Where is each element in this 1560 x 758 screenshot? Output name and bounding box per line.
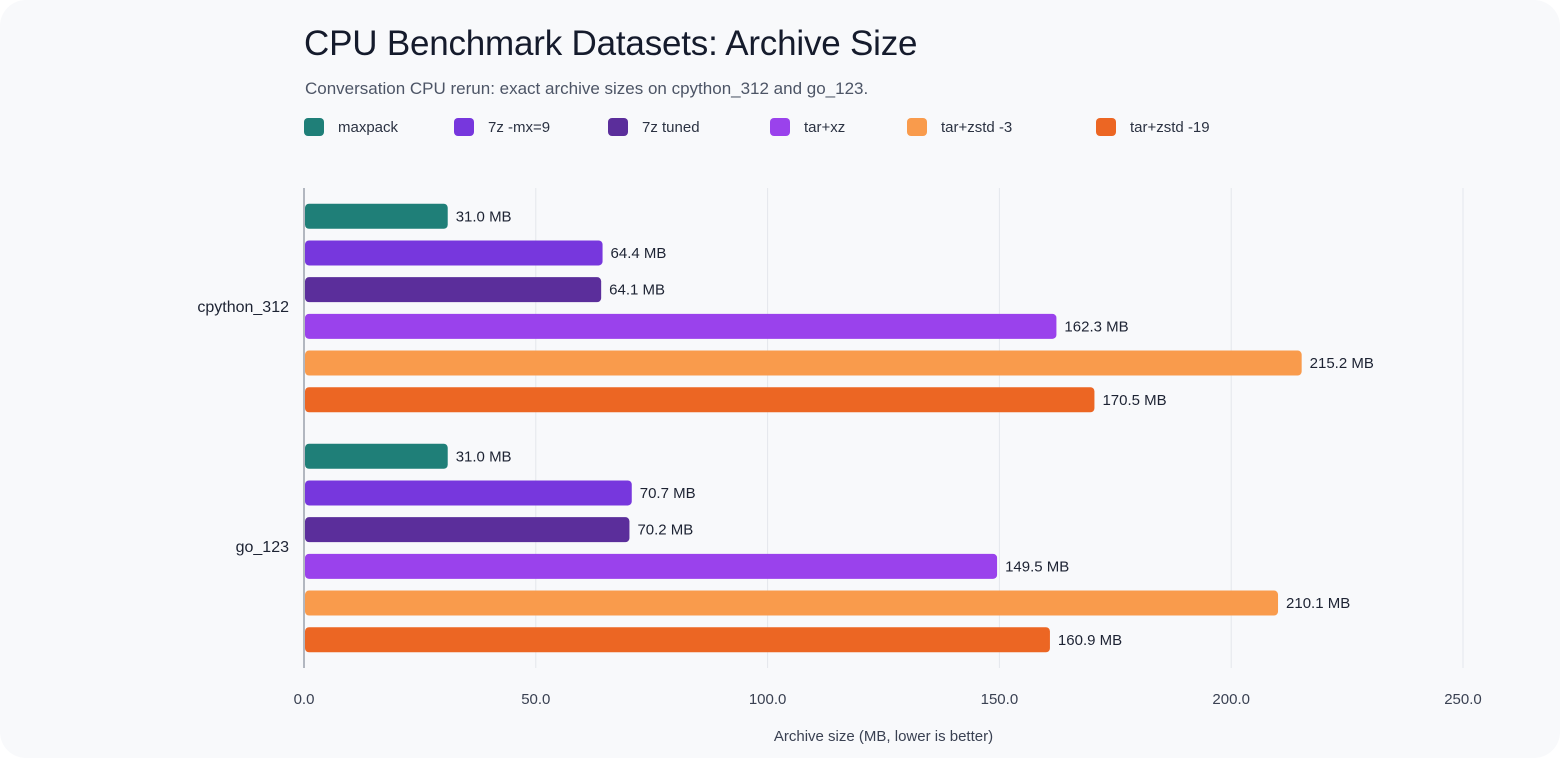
x-tick-label: 0.0 <box>294 691 315 708</box>
bar-value-label: 31.0 MB <box>456 208 512 225</box>
bar-value-label: 215.2 MB <box>1310 355 1374 372</box>
legend-item-tar-xz[interactable]: tar+xz <box>770 116 845 138</box>
legend-label: tar+zstd -19 <box>1130 118 1210 136</box>
legend-swatch <box>304 118 324 136</box>
bar[interactable] <box>305 313 1057 339</box>
legend-item-tar-zstd-3[interactable]: tar+zstd -3 <box>907 116 1012 138</box>
bar[interactable] <box>305 350 1302 376</box>
bar-value-label: 31.0 MB <box>456 448 512 465</box>
bar-value-label: 64.1 MB <box>609 282 665 299</box>
legend-label: 7z tuned <box>642 118 700 136</box>
bar[interactable] <box>305 277 602 303</box>
bar[interactable] <box>305 240 603 266</box>
legend-swatch <box>608 118 628 136</box>
bar[interactable] <box>305 443 448 469</box>
legend-swatch <box>1096 118 1116 136</box>
x-tick-label: 250.0 <box>1444 691 1482 708</box>
legend-label: 7z -mx=9 <box>488 118 551 136</box>
bar-value-label: 70.7 MB <box>640 485 696 502</box>
bar-value-label: 64.4 MB <box>611 245 667 262</box>
bar-labels: 31.0 MB 64.4 MB 64.1 MB 162.3 MB 215.2 MB 170… <box>456 208 1374 649</box>
x-tick-label: 50.0 <box>521 691 550 708</box>
gridlines <box>535 188 1464 668</box>
x-tick-label: 200.0 <box>1212 691 1250 708</box>
legend-label: tar+zstd -3 <box>941 118 1013 136</box>
chart-subtitle: Conversation CPU rerun: exact archive si… <box>305 79 869 98</box>
legend-swatch <box>770 118 790 136</box>
x-tick-label: 100.0 <box>749 691 787 708</box>
category-label: cpython_312 <box>197 299 289 316</box>
legend-item-7z-mx9[interactable]: 7z -mx=9 <box>454 116 550 138</box>
bar[interactable] <box>305 480 632 506</box>
legend-label: maxpack <box>338 118 399 136</box>
bar[interactable] <box>305 203 448 229</box>
bar[interactable] <box>305 553 998 579</box>
bar-value-label: 149.5 MB <box>1005 558 1069 575</box>
x-tick-label: 150.0 <box>981 691 1019 708</box>
bar[interactable] <box>305 517 630 543</box>
legend-swatch <box>454 118 474 136</box>
bar-value-label: 162.3 MB <box>1064 318 1128 335</box>
bars <box>305 203 1302 653</box>
x-axis-title: Archive size (MB, lower is better) <box>774 728 993 745</box>
x-tick-labels: 0.0 50.0 100.0 150.0 200.0 250.0 <box>294 691 1482 708</box>
bar[interactable] <box>305 590 1279 616</box>
bar-value-label: 70.2 MB <box>637 522 693 539</box>
legend-swatch <box>907 118 927 136</box>
bar[interactable] <box>305 387 1095 413</box>
category-label: go_123 <box>236 539 289 556</box>
bar-value-label: 160.9 MB <box>1058 632 1122 649</box>
bar-value-label: 170.5 MB <box>1102 392 1166 409</box>
bar[interactable] <box>305 627 1050 653</box>
legend-item-maxpack[interactable]: maxpack <box>304 116 398 138</box>
legend-item-tar-zstd-19[interactable]: tar+zstd -19 <box>1096 116 1210 138</box>
legend-label: tar+xz <box>804 118 846 136</box>
chart-title: CPU Benchmark Datasets: Archive Size <box>304 24 918 63</box>
category-labels: cpython_312 go_123 <box>197 299 289 556</box>
legend-item-7z-tuned[interactable]: 7z tuned <box>608 116 700 138</box>
bar-value-label: 210.1 MB <box>1286 595 1350 612</box>
